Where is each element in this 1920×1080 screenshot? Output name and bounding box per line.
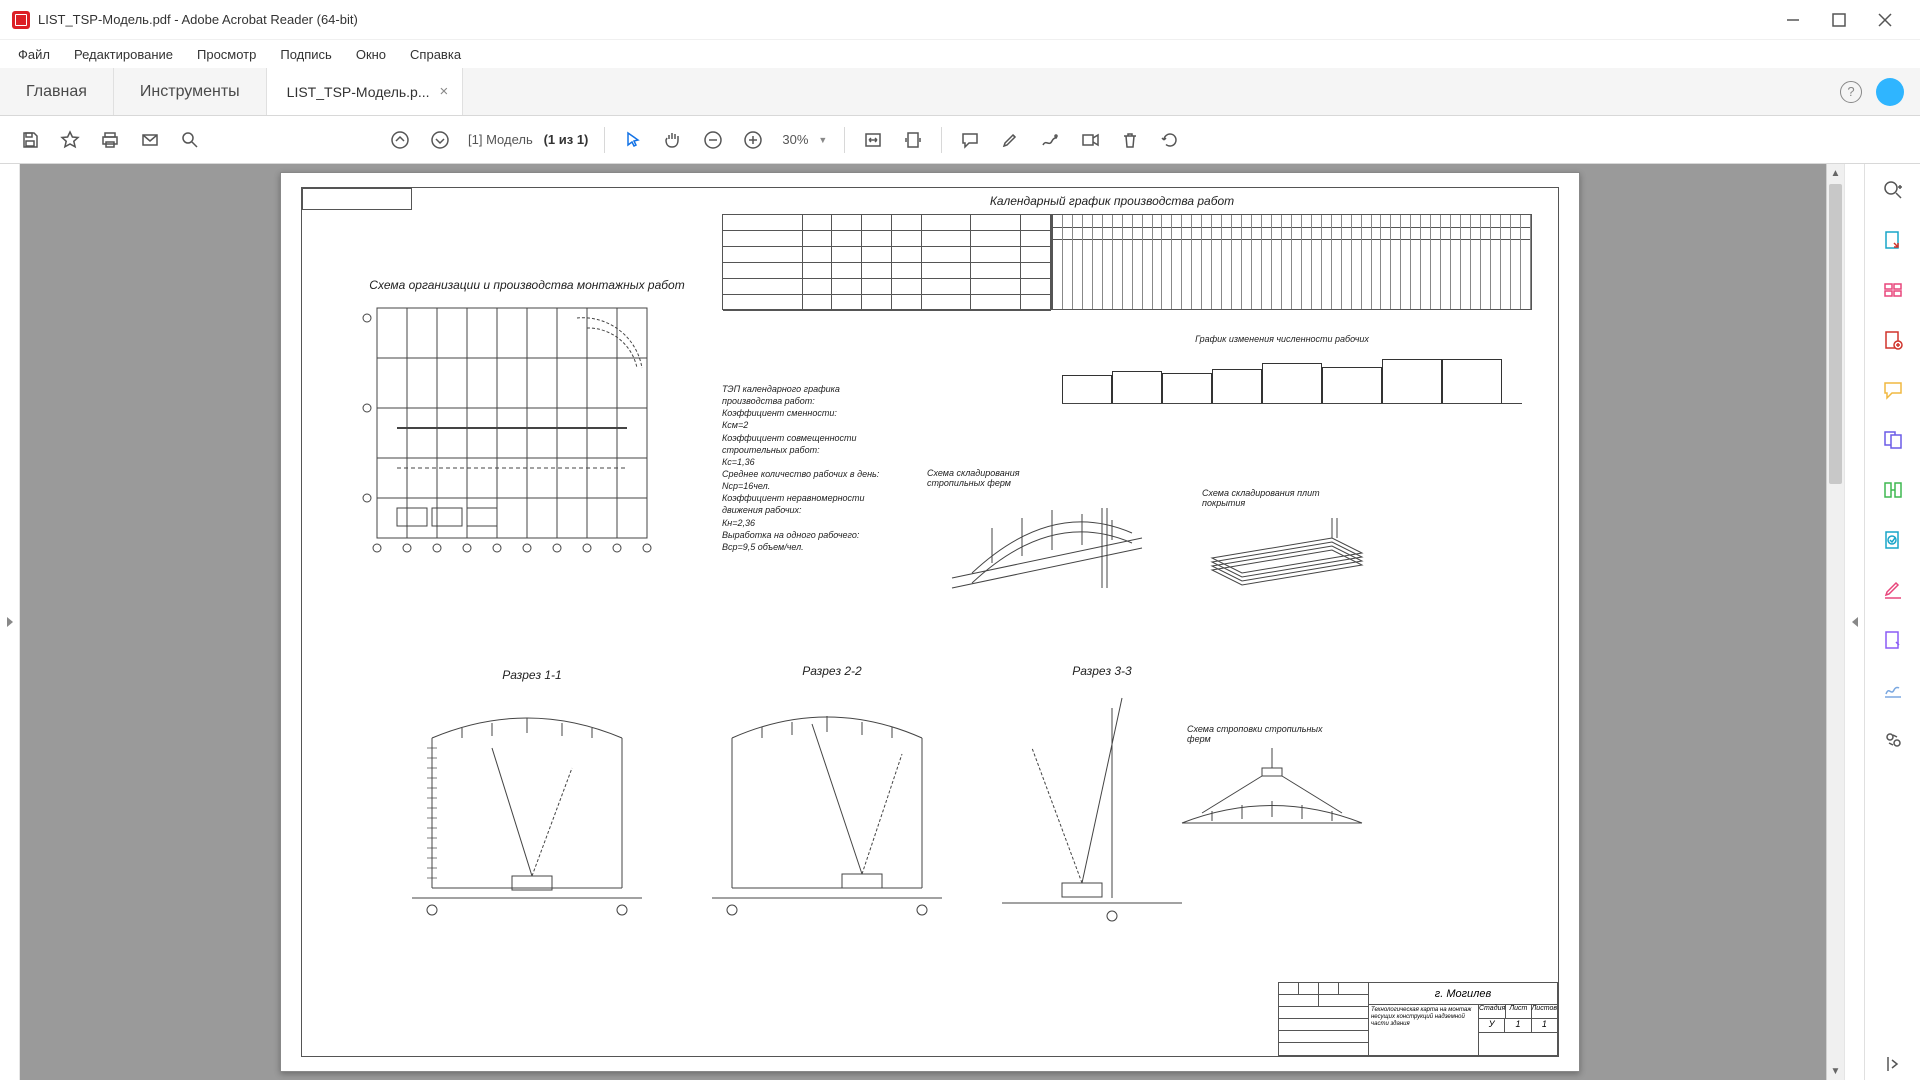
rail-edit-pdf-icon[interactable] <box>1877 274 1909 306</box>
fit-page-button[interactable] <box>895 122 931 158</box>
avatar[interactable] <box>1876 78 1904 106</box>
stamp-col-0: Стадия <box>1479 1005 1506 1018</box>
chevron-left-icon <box>1852 617 1858 627</box>
page-frame: Календарный график производства работ Сх… <box>301 187 1559 1057</box>
help-icon[interactable]: ? <box>1840 81 1862 103</box>
stamp-col-2: Листов <box>1532 1005 1558 1018</box>
rail-search-icon[interactable] <box>1877 174 1909 206</box>
rail-redact-icon[interactable] <box>1877 574 1909 606</box>
menu-help[interactable]: Справка <box>400 44 471 65</box>
fit-width-button[interactable] <box>855 122 891 158</box>
pan-tool-button[interactable] <box>655 122 691 158</box>
highlight-button[interactable] <box>992 122 1028 158</box>
sling-title: Схема строповки стропильных ферм <box>1187 724 1337 744</box>
chevron-right-icon <box>7 617 13 627</box>
drawing-titlebox <box>302 188 412 210</box>
stamp-button[interactable] <box>1072 122 1108 158</box>
menu-file[interactable]: Файл <box>8 44 60 65</box>
zoom-value: 30% <box>782 132 808 147</box>
zoom-select[interactable]: 30% ▼ <box>773 127 836 152</box>
vertical-scrollbar[interactable]: ▲ ▼ <box>1826 164 1844 1080</box>
scroll-down-icon[interactable]: ▼ <box>1827 1062 1844 1080</box>
worker-graph-title: График изменения численности рабочих <box>1102 334 1462 344</box>
gantt-grid <box>1052 214 1532 310</box>
stamp-desc: Технологическая карта на монтаж несущих … <box>1369 1005 1479 1055</box>
tep-text: ТЭП календарного графикапроизводства раб… <box>722 383 922 553</box>
rotate-button[interactable] <box>1152 122 1188 158</box>
menu-window[interactable]: Окно <box>346 44 396 65</box>
schedule-table <box>722 214 1052 310</box>
delete-button[interactable] <box>1112 122 1148 158</box>
scroll-thumb[interactable] <box>1829 184 1842 484</box>
chevron-down-icon: ▼ <box>818 135 827 145</box>
menu-edit[interactable]: Редактирование <box>64 44 183 65</box>
page-label-a: [1] Модель <box>468 132 533 147</box>
find-button[interactable] <box>172 122 208 158</box>
rail-compress-icon[interactable] <box>1877 524 1909 556</box>
window-title: LIST_TSP-Модель.pdf - Adobe Acrobat Read… <box>38 12 1770 27</box>
slab-store-drawing <box>1192 498 1372 588</box>
page-label-b: (1 из 1) <box>544 132 589 147</box>
rail-combine-icon[interactable] <box>1877 424 1909 456</box>
sling-drawing <box>1162 743 1382 843</box>
title-block: г. Могилев Технологическая карта на монт… <box>1278 982 1558 1056</box>
rail-protect-icon[interactable] <box>1877 624 1909 656</box>
document-viewer[interactable]: Календарный график производства работ Сх… <box>20 164 1844 1080</box>
truss-store-drawing <box>942 468 1162 608</box>
draw-button[interactable] <box>1032 122 1068 158</box>
page: Календарный график производства работ Сх… <box>280 172 1580 1072</box>
tabbar: Главная Инструменты LIST_TSP-Модель.p...… <box>0 68 1920 116</box>
city-label: г. Могилев <box>1369 983 1557 1005</box>
menubar: Файл Редактирование Просмотр Подпись Окн… <box>0 40 1920 68</box>
page-down-button[interactable] <box>422 122 458 158</box>
schedule-title: Календарный график производства работ <box>902 194 1322 208</box>
titlebar: LIST_TSP-Модель.pdf - Adobe Acrobat Read… <box>0 0 1920 40</box>
minimize-button[interactable] <box>1770 4 1816 36</box>
left-panel-toggle[interactable] <box>0 164 20 1080</box>
scroll-up-icon[interactable]: ▲ <box>1827 164 1844 182</box>
worker-graph <box>1062 348 1522 404</box>
comment-button[interactable] <box>952 122 988 158</box>
maximize-button[interactable] <box>1816 4 1862 36</box>
sec2-drawing <box>702 684 952 918</box>
menu-view[interactable]: Просмотр <box>187 44 266 65</box>
print-button[interactable] <box>92 122 128 158</box>
rail-more-icon[interactable] <box>1877 724 1909 756</box>
save-button[interactable] <box>12 122 48 158</box>
rail-organize-icon[interactable] <box>1877 474 1909 506</box>
zoom-out-button[interactable] <box>695 122 731 158</box>
tab-document-label: LIST_TSP-Модель.p... <box>287 84 430 100</box>
content-area: Календарный график производства работ Сх… <box>0 164 1864 1080</box>
rail-comment-icon[interactable] <box>1877 374 1909 406</box>
sec1-drawing <box>402 688 652 918</box>
right-rail <box>1864 164 1920 1080</box>
stamp-val-1: 1 <box>1505 1019 1531 1032</box>
rail-sign-icon[interactable] <box>1877 674 1909 706</box>
select-tool-button[interactable] <box>615 122 651 158</box>
sec1-title: Разрез 1-1 <box>472 668 592 682</box>
menu-sign[interactable]: Подпись <box>270 44 341 65</box>
stamp-val-2: 1 <box>1532 1019 1557 1032</box>
page-label: [1] Модель (1 из 1) <box>468 132 588 147</box>
stamp-col-1: Лист <box>1506 1005 1531 1018</box>
rail-export-pdf-icon[interactable] <box>1877 224 1909 256</box>
zoom-in-button[interactable] <box>735 122 771 158</box>
toolbar: [1] Модель (1 из 1) 30% ▼ <box>0 116 1920 164</box>
rail-create-pdf-icon[interactable] <box>1877 324 1909 356</box>
page-up-button[interactable] <box>382 122 418 158</box>
pdf-icon <box>12 11 30 29</box>
plan-drawing <box>357 298 667 558</box>
rail-collapse-icon[interactable] <box>1877 1048 1909 1080</box>
org-title: Схема организации и производства монтажн… <box>332 278 722 292</box>
right-panel-toggle[interactable] <box>1844 164 1864 1080</box>
email-button[interactable] <box>132 122 168 158</box>
tab-close-icon[interactable]: × <box>440 83 449 100</box>
tab-home[interactable]: Главная <box>0 68 114 115</box>
stamp-val-0: У <box>1479 1019 1505 1032</box>
tab-tools[interactable]: Инструменты <box>114 68 267 115</box>
tab-document[interactable]: LIST_TSP-Модель.p... × <box>267 68 464 115</box>
close-button[interactable] <box>1862 4 1908 36</box>
star-button[interactable] <box>52 122 88 158</box>
sec2-title: Разрез 2-2 <box>772 664 892 678</box>
